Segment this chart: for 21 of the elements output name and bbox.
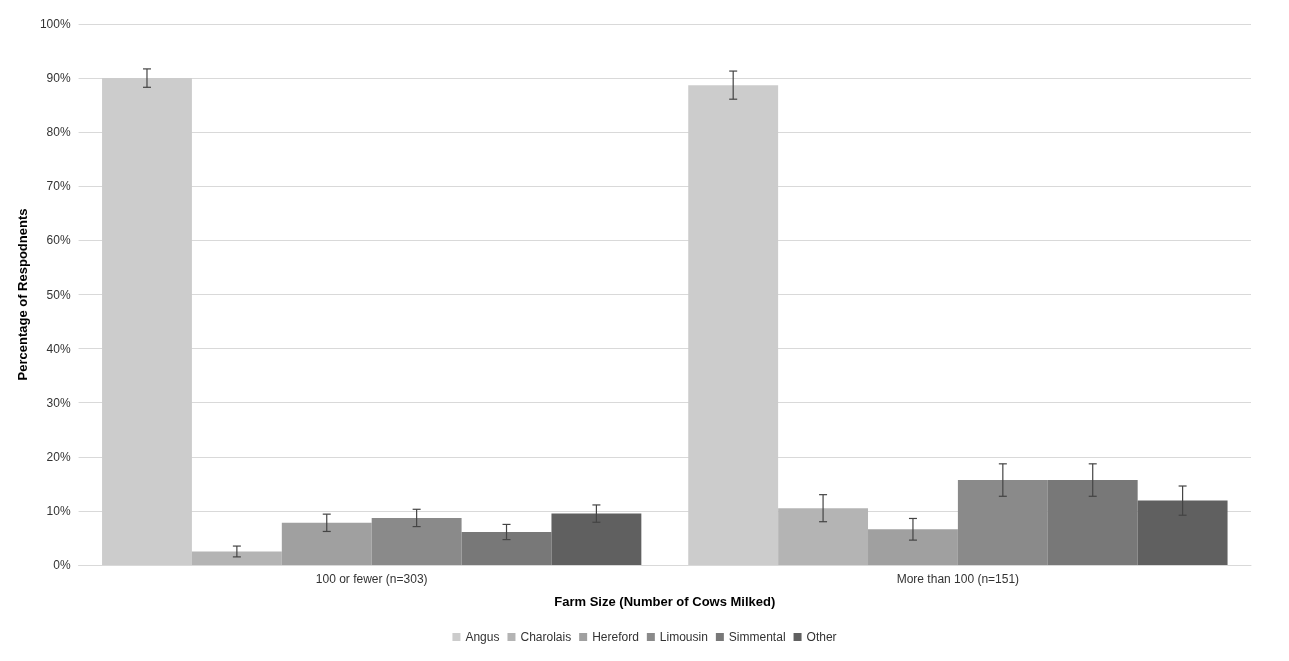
y-tick-label: 50% xyxy=(46,287,71,302)
legend-label: Charolais xyxy=(520,630,572,644)
legend-label: Simmental xyxy=(728,630,786,644)
y-tick-label: 100% xyxy=(39,17,71,31)
y-tick-label: 70% xyxy=(46,179,71,194)
y-tick-label: 40% xyxy=(46,341,71,356)
y-tick-label: 80% xyxy=(46,125,71,140)
legend-label: Angus xyxy=(465,630,500,644)
legend-label: Hereford xyxy=(592,630,639,644)
legend-label: Limousin xyxy=(659,630,708,644)
y-axis-title: Percentage of Respodnents xyxy=(15,208,30,381)
y-tick-label: 90% xyxy=(46,71,71,86)
x-tick-label: More than 100 (n=151) xyxy=(896,572,1020,586)
y-tick-label: 20% xyxy=(46,449,71,464)
y-tick-label: 30% xyxy=(46,395,71,410)
x-axis-title: Farm Size (Number of Cows Milked) xyxy=(554,594,776,609)
legend-label: Other xyxy=(806,630,837,644)
y-tick-label: 0% xyxy=(53,558,71,572)
y-tick-label: 10% xyxy=(46,503,71,518)
y-tick-label: 60% xyxy=(46,233,71,248)
x-tick-label: 100 or fewer (n=303) xyxy=(315,572,428,586)
